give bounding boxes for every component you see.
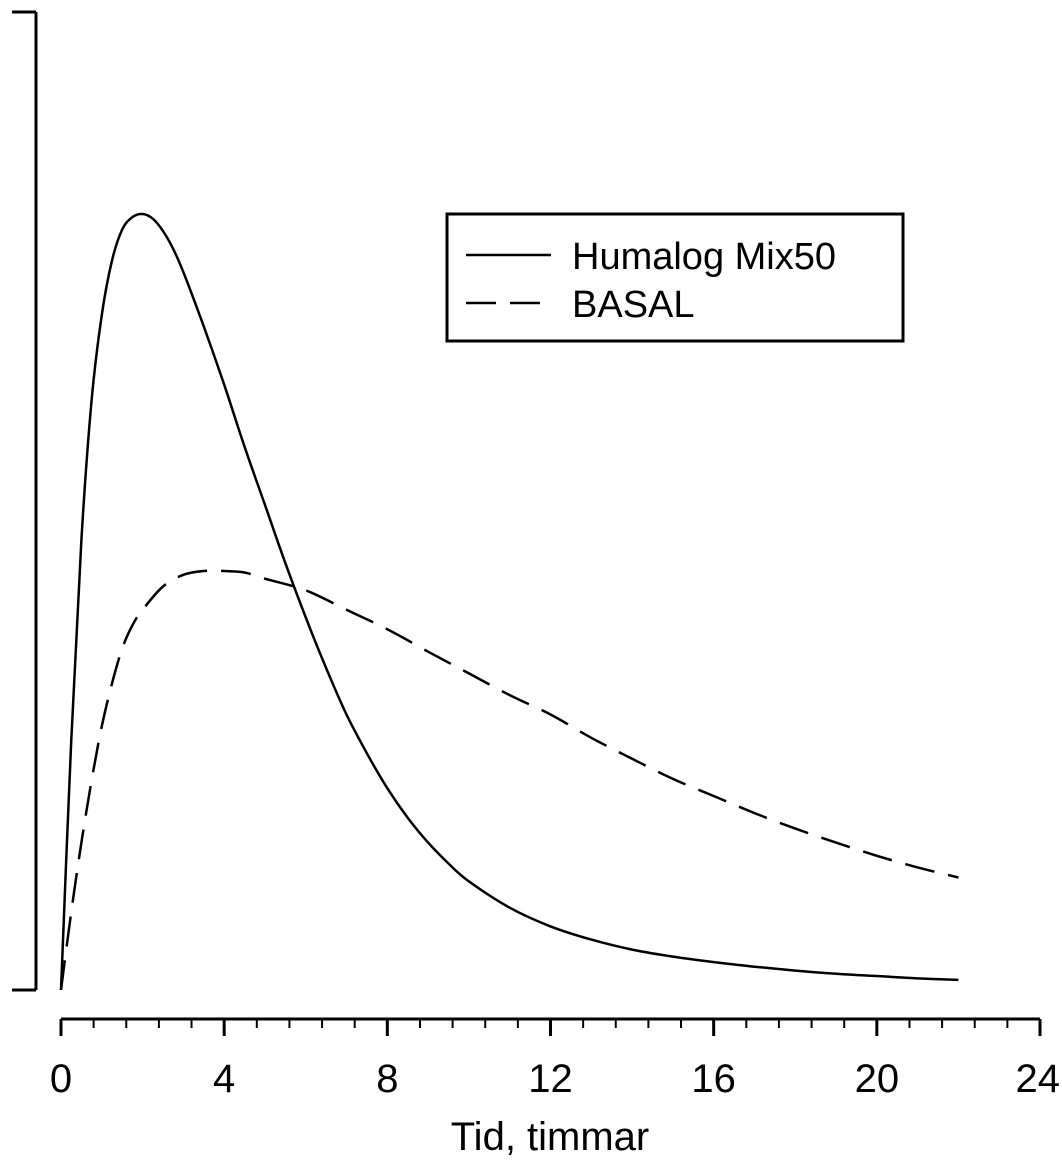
x-tick-label: 16 bbox=[691, 1057, 736, 1101]
legend-label-basal: BASAL bbox=[572, 284, 695, 326]
x-axis: 0 4 8 12 16 20 24 Tid, timmar bbox=[50, 1017, 1060, 1159]
x-tick-label: 12 bbox=[528, 1057, 573, 1101]
series-group bbox=[59, 212, 959, 991]
legend-label-humalog: Humalog Mix50 bbox=[572, 236, 836, 278]
x-tick-label: 4 bbox=[213, 1057, 235, 1101]
legend-box bbox=[445, 212, 905, 343]
x-tick-label: 0 bbox=[50, 1057, 72, 1101]
x-axis-title: Tid, timmar bbox=[451, 1115, 650, 1159]
x-axis-ticks bbox=[59, 1019, 1042, 1036]
legend: Humalog Mix50 BASAL bbox=[445, 212, 905, 343]
x-tick-label: 8 bbox=[376, 1057, 398, 1101]
x-tick-label: 24 bbox=[1016, 1057, 1061, 1101]
x-tick-label: 20 bbox=[855, 1057, 900, 1101]
x-axis-tick-labels: 0 4 8 12 16 20 24 bbox=[50, 1057, 1060, 1101]
y-axis bbox=[12, 10, 38, 992]
series-line-humalog-mix50 bbox=[59, 212, 959, 991]
series-line-basal bbox=[59, 569, 959, 991]
